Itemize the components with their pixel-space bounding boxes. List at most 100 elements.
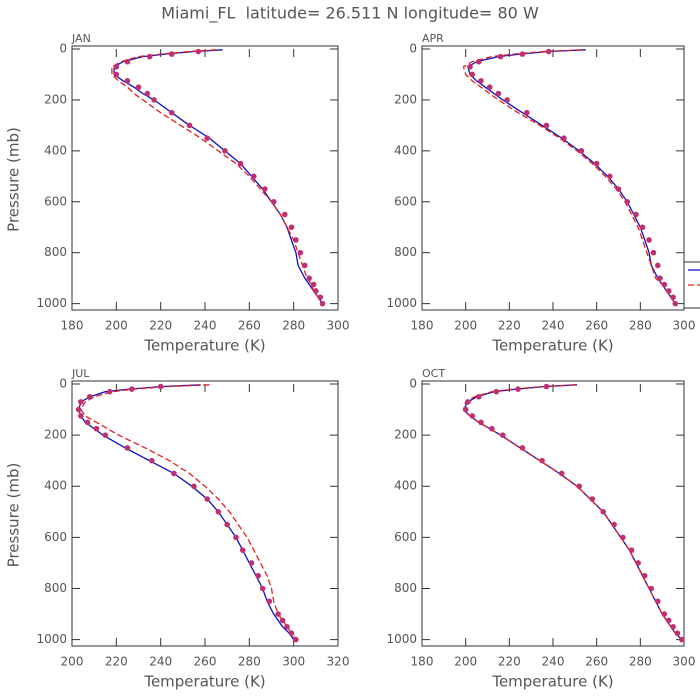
raob-point [78, 399, 84, 405]
plot-frame [421, 45, 685, 311]
panel: 180 200 220 240 260 280 300 0 200 400 600 800 1000 JA… [5, 32, 350, 355]
x-tick-label: 240 [542, 319, 565, 333]
raob-point [262, 186, 268, 192]
raob-point [129, 386, 135, 392]
raob-point [655, 262, 661, 269]
raob-point [288, 224, 295, 231]
raob-point [495, 90, 502, 97]
x-tick-label: 280 [629, 655, 652, 669]
raob-point [157, 383, 164, 390]
raob-point [275, 611, 281, 617]
y-tick-label: 1000 [386, 632, 417, 646]
raob-point [204, 135, 211, 141]
raob-point [589, 496, 596, 502]
raob-point [84, 419, 91, 426]
panel-label: JAN [71, 32, 91, 45]
raob-point [113, 64, 120, 70]
raob-point [146, 53, 153, 60]
raob-point [489, 425, 495, 432]
plot-frame [71, 45, 339, 311]
x-tick-label: 200 [105, 319, 128, 333]
y-tick-label: 0 [409, 42, 417, 56]
raob-point [113, 71, 120, 78]
x-tick-label: 220 [105, 655, 128, 669]
raob-point [124, 58, 131, 65]
raob-point [499, 432, 506, 438]
x-tick-label: 280 [238, 655, 261, 669]
raob-point [469, 71, 476, 78]
raob-point [648, 585, 655, 592]
legend: b.e21.B1850.f09_g17.CMIP6-piCbg.e21.B185… [683, 261, 700, 309]
y-tick-label: 1000 [36, 296, 67, 310]
panel-label: JUL [71, 367, 90, 380]
raob-point [620, 534, 626, 541]
raob-point [266, 598, 273, 605]
raob-point [259, 585, 266, 592]
raob-point [195, 48, 202, 55]
raob-point [558, 470, 565, 477]
raob-point [279, 617, 286, 624]
raob-point [493, 388, 500, 395]
raob-point [606, 173, 613, 180]
raob-point [486, 84, 493, 90]
x-tick-label: 240 [542, 655, 565, 669]
raob-point [284, 624, 290, 630]
y-tick-label: 200 [44, 92, 67, 106]
raob-point [204, 496, 211, 502]
raob-point [475, 58, 482, 65]
y-tick-label: 800 [394, 581, 417, 595]
panel-label: OCT [422, 367, 445, 380]
raob-point [655, 598, 661, 605]
raob-point [75, 406, 82, 413]
y-tick-label: 400 [394, 143, 417, 157]
raob-point [478, 78, 484, 84]
y-tick-label: 600 [44, 194, 67, 208]
x-tick-label: 260 [585, 319, 608, 333]
panel-label: APR [422, 32, 444, 45]
raob-point [224, 521, 230, 528]
raob-point [135, 84, 142, 90]
raob-point [222, 148, 228, 154]
raob-point [467, 64, 473, 70]
raob-point [168, 109, 175, 116]
raob-point [679, 636, 685, 643]
raob-point [306, 275, 312, 281]
y-axis-label: Pressure (mb) [5, 127, 23, 232]
raob-point [86, 393, 93, 400]
raob-point [191, 483, 197, 490]
raob-point [144, 90, 151, 97]
y-tick-label: 0 [59, 42, 67, 56]
y-tick-label: 1000 [386, 296, 417, 310]
raob-point [593, 160, 600, 167]
profile-line [113, 49, 324, 304]
raob-point [313, 288, 319, 294]
raob-point [186, 122, 193, 129]
raob-point [543, 383, 550, 390]
raob-point [504, 97, 510, 103]
raob-point [293, 237, 299, 243]
x-tick-label: 260 [585, 655, 608, 669]
y-tick-label: 0 [59, 377, 67, 391]
y-tick-label: 1000 [36, 632, 67, 646]
y-tick-label: 200 [394, 92, 417, 106]
x-tick-label: 300 [673, 319, 696, 333]
raob-point [465, 399, 471, 405]
y-tick-label: 600 [44, 530, 67, 544]
y-tick-label: 600 [394, 530, 417, 544]
raob-point [633, 211, 639, 218]
raob-point [288, 630, 295, 637]
raob-point [301, 262, 308, 269]
raob-point [639, 224, 646, 231]
x-axis-label: Temperature (K) [143, 337, 265, 355]
raob-point [615, 186, 622, 192]
profile-line [80, 384, 297, 640]
raob-point [670, 624, 676, 630]
x-tick-label: 280 [629, 319, 652, 333]
raob-point [578, 148, 585, 154]
raob-point [233, 534, 239, 541]
x-tick-label: 280 [282, 319, 305, 333]
x-tick-label: 220 [498, 319, 521, 333]
raob-point [317, 294, 324, 301]
raob-point [124, 78, 131, 84]
raob-point [319, 300, 326, 307]
